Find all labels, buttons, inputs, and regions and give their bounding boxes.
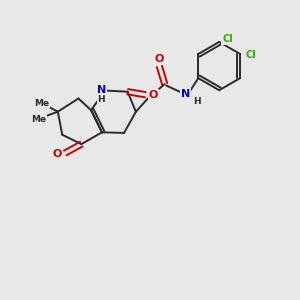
Text: Me: Me bbox=[34, 99, 49, 108]
Text: N: N bbox=[181, 89, 190, 99]
Text: H: H bbox=[193, 97, 201, 106]
Text: O: O bbox=[155, 54, 164, 64]
Text: Cl: Cl bbox=[245, 50, 256, 61]
Text: Cl: Cl bbox=[222, 34, 233, 44]
Text: Me: Me bbox=[31, 115, 46, 124]
Text: N: N bbox=[97, 85, 106, 95]
Text: H: H bbox=[98, 95, 105, 104]
Text: O: O bbox=[52, 149, 62, 159]
Text: O: O bbox=[149, 90, 158, 100]
